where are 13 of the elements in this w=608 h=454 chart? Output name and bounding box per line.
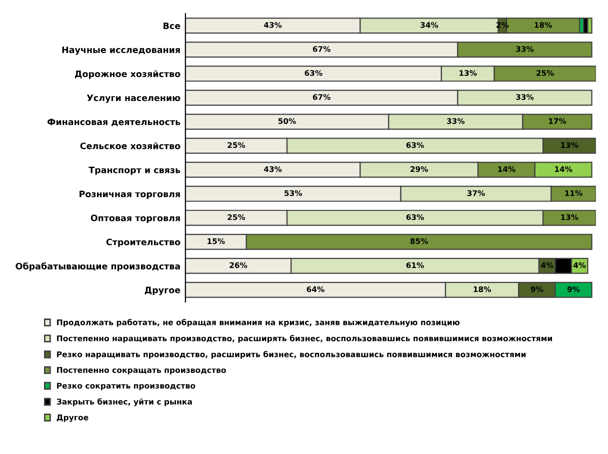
bar: [587, 18, 592, 34]
y-tick-label: Все: [164, 22, 180, 30]
y-tick-label: Транспорт и связь: [88, 166, 180, 175]
y-tick-label: Обрабатывающие производства: [16, 262, 180, 272]
y-tick-label: Другое: [144, 286, 180, 296]
y-tick-label: Дорожное хозяйство: [74, 70, 180, 79]
y-tick-label: Строительство: [106, 238, 180, 247]
y-tick-label: Услуги населению: [86, 94, 180, 103]
y-tick-label: Сельское хозяйство: [80, 142, 180, 150]
y-tick-label: Оптовая торговля: [90, 214, 180, 223]
y-tick-label: Розничная торговля: [80, 190, 180, 199]
y-tick-label: Научные исследования: [62, 46, 180, 55]
y-tick-label: Финансовая деятельность: [47, 118, 180, 126]
